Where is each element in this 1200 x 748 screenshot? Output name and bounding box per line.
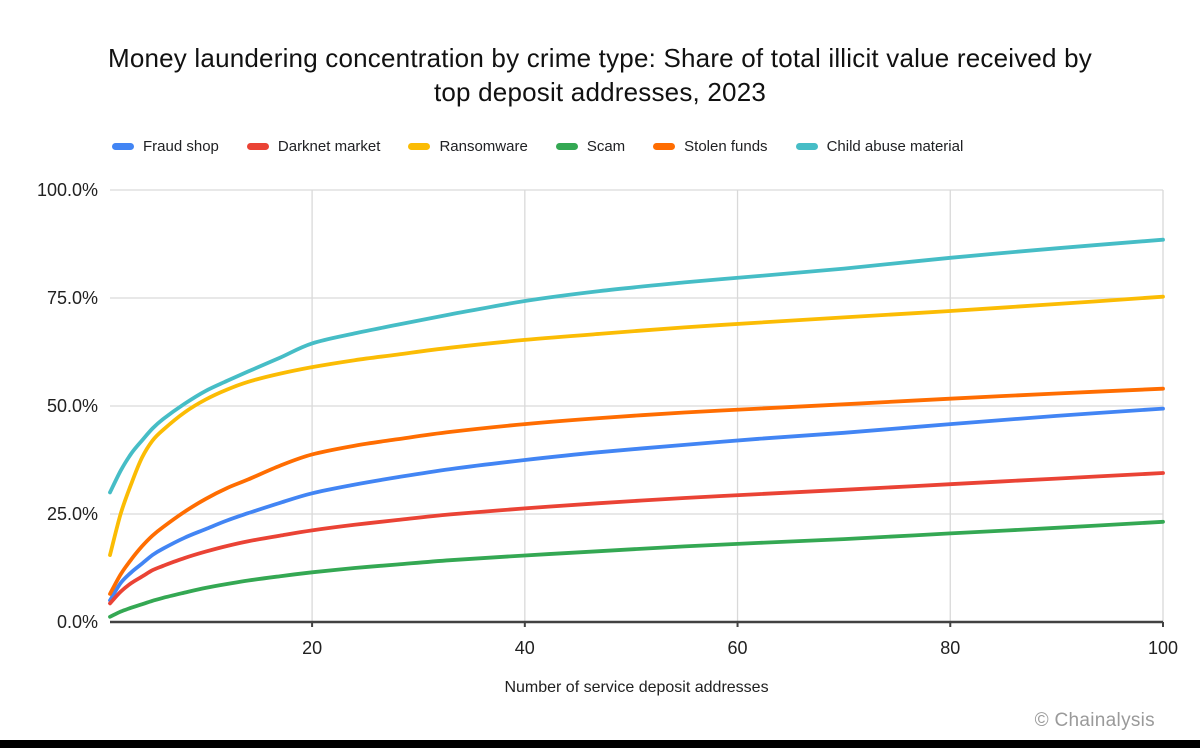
x-tick-label-60: 60 (727, 638, 748, 658)
y-tick-label-25: 25.0% (46, 504, 98, 524)
legend-swatch-darknet-market (246, 142, 269, 150)
series-line-darknet-market (108, 471, 1165, 606)
legend-label: Ransomware (439, 137, 528, 155)
x-tick-label-100: 100 (1147, 638, 1179, 658)
legend-item-fraud-shop: Fraud shop (112, 138, 219, 155)
copyright-watermark: © Chainalysis (1034, 710, 1155, 731)
series-line-child-abuse-material (108, 237, 1165, 495)
legend-swatch-ransomware (408, 142, 431, 150)
chart-title-line-1: Money laundering concentration by crime … (107, 43, 1093, 73)
legend-item-ransomware: Ransomware (408, 137, 528, 155)
x-tick-label-40: 40 (514, 638, 535, 658)
x-axis-title: Number of service deposit addresses (504, 679, 769, 696)
legend-item-scam: Scam (555, 137, 626, 155)
legend-item-darknet-market: Darknet market (246, 137, 381, 155)
series-line-stolen-funds (108, 386, 1165, 596)
legend-label: Fraud shop (143, 137, 219, 155)
legend-label: Stolen funds (684, 137, 768, 155)
series-line-fraud-shop (108, 406, 1165, 603)
chart-title: Money laundering concentration by crime … (0, 41, 1200, 109)
legend-swatch-fraud-shop (112, 142, 134, 150)
legend-label: Child abuse material (826, 137, 964, 155)
y-tick-label-75: 75.0% (46, 288, 98, 308)
legend-swatch-scam (555, 142, 578, 150)
legend-swatch-stolen-funds (653, 142, 676, 150)
x-tick-label-20: 20 (302, 638, 323, 658)
chart-title-line-2: top deposit addresses, 2023 (433, 77, 767, 107)
series-line-ransomware (108, 294, 1165, 557)
legend-label: Scam (586, 137, 626, 155)
legend-item-stolen-funds: Stolen funds (653, 137, 768, 155)
y-tick-label-0: 0.0% (56, 612, 98, 632)
series-line-scam (108, 519, 1165, 619)
legend-item-child-abuse-material: Child abuse material (795, 137, 964, 155)
legend: Fraud shop Darknet market Ransomware Scam St… (112, 135, 963, 157)
legend-label: Darknet market (277, 137, 381, 155)
bottom-black-bar (0, 740, 1200, 748)
legend-swatch-child-abuse-material (795, 142, 818, 150)
y-tick-label-100: 100.0% (36, 180, 98, 200)
x-tick-label-80: 80 (940, 638, 961, 658)
y-tick-label-50: 50.0% (46, 396, 98, 416)
